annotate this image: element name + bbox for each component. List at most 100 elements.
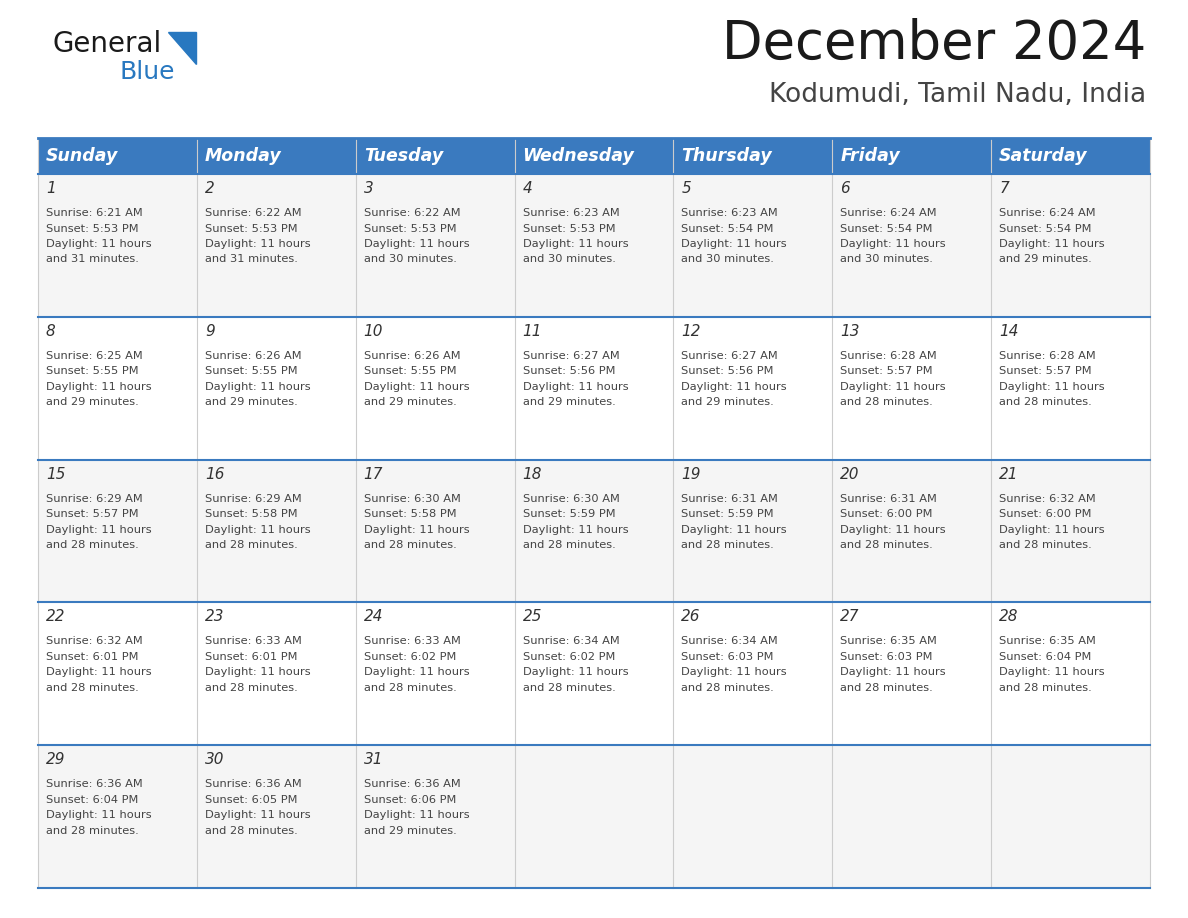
Text: Sunrise: 6:35 AM: Sunrise: 6:35 AM [999, 636, 1097, 646]
Text: Blue: Blue [120, 60, 176, 84]
Text: Sunset: 5:55 PM: Sunset: 5:55 PM [364, 366, 456, 376]
Text: 24: 24 [364, 610, 384, 624]
Text: 31: 31 [364, 752, 384, 767]
Text: Sunset: 6:01 PM: Sunset: 6:01 PM [204, 652, 297, 662]
Text: Daylight: 11 hours: Daylight: 11 hours [364, 382, 469, 392]
Text: Daylight: 11 hours: Daylight: 11 hours [999, 524, 1105, 534]
Text: and 30 minutes.: and 30 minutes. [840, 254, 933, 264]
Text: Daylight: 11 hours: Daylight: 11 hours [840, 667, 946, 677]
Text: and 28 minutes.: and 28 minutes. [46, 825, 139, 835]
Text: 27: 27 [840, 610, 860, 624]
Text: Sunrise: 6:24 AM: Sunrise: 6:24 AM [999, 208, 1095, 218]
Text: 6: 6 [840, 181, 851, 196]
Bar [38, 745, 197, 888]
Text: and 28 minutes.: and 28 minutes. [204, 540, 298, 550]
Text: Sunrise: 6:29 AM: Sunrise: 6:29 AM [204, 494, 302, 504]
Text: Sunrise: 6:22 AM: Sunrise: 6:22 AM [204, 208, 302, 218]
Text: and 28 minutes.: and 28 minutes. [682, 683, 775, 693]
Text: 16: 16 [204, 466, 225, 482]
Text: 25: 25 [523, 610, 542, 624]
Text: Kodumudi, Tamil Nadu, India: Kodumudi, Tamil Nadu, India [769, 82, 1146, 108]
Text: Sunrise: 6:32 AM: Sunrise: 6:32 AM [46, 636, 143, 646]
Text: Sunrise: 6:26 AM: Sunrise: 6:26 AM [204, 351, 302, 361]
Text: Tuesday: Tuesday [364, 147, 443, 165]
Text: and 28 minutes.: and 28 minutes. [364, 683, 456, 693]
Text: Daylight: 11 hours: Daylight: 11 hours [840, 524, 946, 534]
Text: Sunset: 5:57 PM: Sunset: 5:57 PM [840, 366, 933, 376]
Text: and 28 minutes.: and 28 minutes. [999, 540, 1092, 550]
Text: Sunset: 5:53 PM: Sunset: 5:53 PM [46, 223, 139, 233]
Text: and 29 minutes.: and 29 minutes. [999, 254, 1092, 264]
Text: General: General [52, 30, 162, 58]
Text: Sunrise: 6:32 AM: Sunrise: 6:32 AM [999, 494, 1095, 504]
Text: Sunset: 5:53 PM: Sunset: 5:53 PM [364, 223, 456, 233]
Text: Daylight: 11 hours: Daylight: 11 hours [840, 239, 946, 249]
Text: and 28 minutes.: and 28 minutes. [682, 540, 775, 550]
Text: 5: 5 [682, 181, 691, 196]
Text: Sunrise: 6:27 AM: Sunrise: 6:27 AM [523, 351, 619, 361]
Text: Sunset: 6:00 PM: Sunset: 6:00 PM [999, 509, 1092, 519]
Bar [991, 602, 1150, 745]
Text: Daylight: 11 hours: Daylight: 11 hours [204, 524, 310, 534]
Text: Sunset: 6:02 PM: Sunset: 6:02 PM [523, 652, 615, 662]
Text: and 29 minutes.: and 29 minutes. [46, 397, 139, 408]
Text: 20: 20 [840, 466, 860, 482]
Bar [991, 174, 1150, 317]
Bar [674, 138, 833, 174]
Bar [197, 602, 355, 745]
Text: Sunrise: 6:25 AM: Sunrise: 6:25 AM [46, 351, 143, 361]
Text: Sunrise: 6:30 AM: Sunrise: 6:30 AM [364, 494, 461, 504]
Bar [514, 460, 674, 602]
Bar [355, 745, 514, 888]
Text: Sunrise: 6:26 AM: Sunrise: 6:26 AM [364, 351, 460, 361]
Text: and 29 minutes.: and 29 minutes. [364, 825, 456, 835]
Bar [991, 460, 1150, 602]
Text: and 28 minutes.: and 28 minutes. [46, 683, 139, 693]
Text: Sunset: 5:55 PM: Sunset: 5:55 PM [204, 366, 297, 376]
Text: Sunset: 5:59 PM: Sunset: 5:59 PM [523, 509, 615, 519]
Bar [355, 174, 514, 317]
Text: Sunset: 6:04 PM: Sunset: 6:04 PM [999, 652, 1092, 662]
Text: 30: 30 [204, 752, 225, 767]
Bar [197, 174, 355, 317]
Text: Daylight: 11 hours: Daylight: 11 hours [364, 239, 469, 249]
Text: 13: 13 [840, 324, 860, 339]
Text: Monday: Monday [204, 147, 282, 165]
Text: Sunset: 5:53 PM: Sunset: 5:53 PM [523, 223, 615, 233]
Text: Daylight: 11 hours: Daylight: 11 hours [204, 811, 310, 820]
Bar [514, 745, 674, 888]
Bar [514, 317, 674, 460]
Text: 21: 21 [999, 466, 1018, 482]
Text: 17: 17 [364, 466, 384, 482]
Text: Wednesday: Wednesday [523, 147, 634, 165]
Text: 1: 1 [46, 181, 56, 196]
Text: Sunrise: 6:23 AM: Sunrise: 6:23 AM [523, 208, 619, 218]
Text: Saturday: Saturday [999, 147, 1088, 165]
Bar [514, 174, 674, 317]
Text: Daylight: 11 hours: Daylight: 11 hours [523, 382, 628, 392]
Text: Sunset: 6:03 PM: Sunset: 6:03 PM [682, 652, 773, 662]
Text: Sunset: 5:57 PM: Sunset: 5:57 PM [999, 366, 1092, 376]
Bar [833, 138, 991, 174]
Text: and 31 minutes.: and 31 minutes. [46, 254, 139, 264]
Text: Daylight: 11 hours: Daylight: 11 hours [364, 524, 469, 534]
Bar [38, 460, 197, 602]
Text: Sunset: 5:55 PM: Sunset: 5:55 PM [46, 366, 139, 376]
Text: and 28 minutes.: and 28 minutes. [204, 683, 298, 693]
Text: Sunset: 6:02 PM: Sunset: 6:02 PM [364, 652, 456, 662]
Text: and 29 minutes.: and 29 minutes. [364, 397, 456, 408]
Text: Sunset: 5:58 PM: Sunset: 5:58 PM [204, 509, 297, 519]
Text: Sunrise: 6:24 AM: Sunrise: 6:24 AM [840, 208, 937, 218]
Text: and 28 minutes.: and 28 minutes. [46, 540, 139, 550]
Text: 19: 19 [682, 466, 701, 482]
Text: Daylight: 11 hours: Daylight: 11 hours [46, 811, 152, 820]
Bar [197, 138, 355, 174]
Text: Sunrise: 6:29 AM: Sunrise: 6:29 AM [46, 494, 143, 504]
Text: Daylight: 11 hours: Daylight: 11 hours [682, 239, 788, 249]
Text: and 29 minutes.: and 29 minutes. [682, 397, 775, 408]
Text: Daylight: 11 hours: Daylight: 11 hours [204, 239, 310, 249]
Bar [355, 138, 514, 174]
Text: Sunrise: 6:30 AM: Sunrise: 6:30 AM [523, 494, 619, 504]
Bar [674, 174, 833, 317]
Text: Sunrise: 6:28 AM: Sunrise: 6:28 AM [999, 351, 1095, 361]
